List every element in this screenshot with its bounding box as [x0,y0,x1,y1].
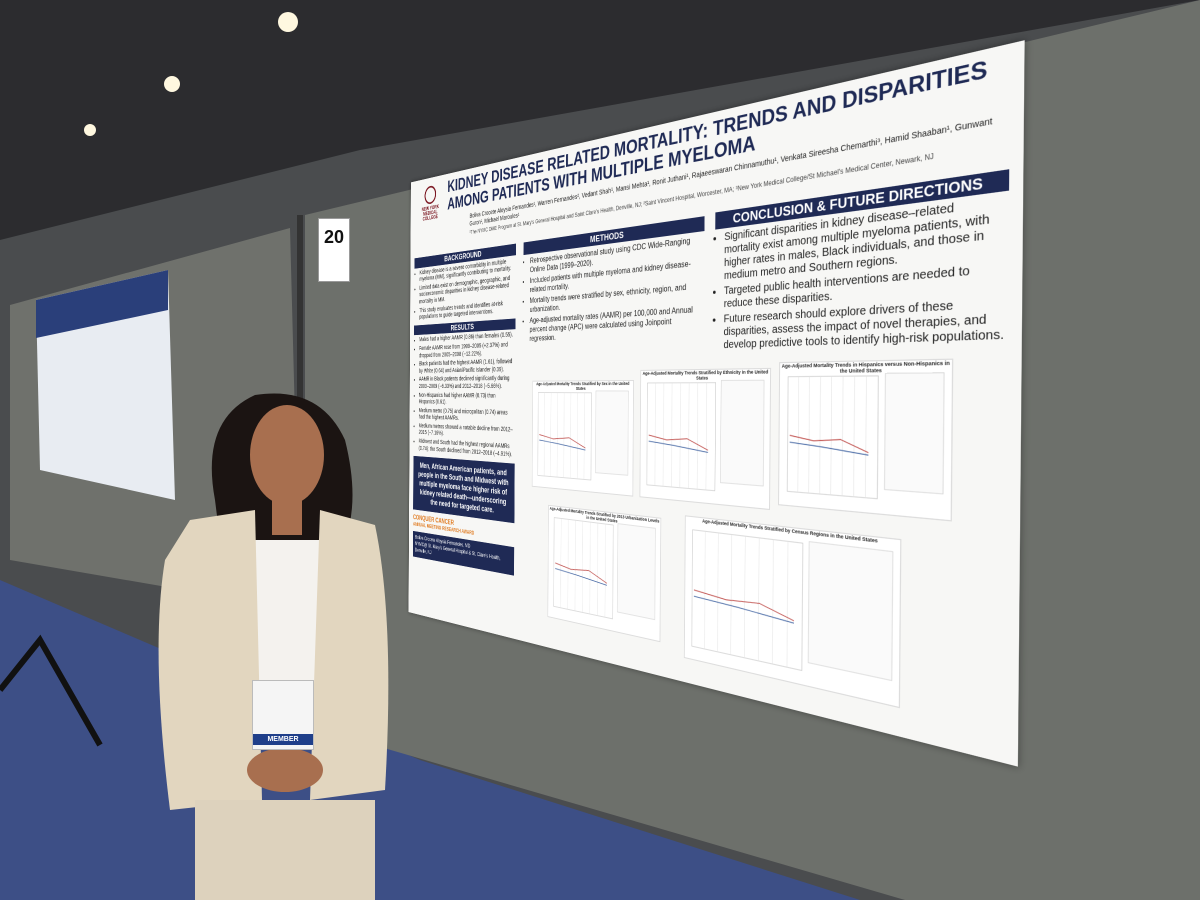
chart-panel: Age-Adjusted Mortality Trends Stratified… [547,504,662,643]
trousers [195,800,375,900]
ceiling-light [84,124,96,136]
badge-label: MEMBER [253,734,313,745]
poster: NEW YORK MEDICAL COLLEGE KIDNEY DISEASE … [408,40,1025,767]
chart-image [532,389,633,494]
blazer-right [310,510,389,800]
legend-box [595,391,628,475]
chart-panel: Age-Adjusted Mortality Trends Stratified… [531,380,634,497]
poster-frame: NEW YORK MEDICAL COLLEGE KIDNEY DISEASE … [276,40,1025,767]
chart-image [548,513,660,639]
chart-area: Age-Adjusted Mortality Trends Stratified… [411,40,1025,709]
neck [272,500,302,535]
ceiling-light [278,12,298,32]
left-poster-banner [36,270,168,338]
board-number: 20 [318,218,350,282]
ceiling-light [164,76,180,92]
easel [0,634,103,747]
blazer-left [158,510,262,810]
hands [247,748,323,792]
legend-box [617,524,655,620]
face [250,405,324,505]
name-badge: MEMBER [252,680,314,750]
